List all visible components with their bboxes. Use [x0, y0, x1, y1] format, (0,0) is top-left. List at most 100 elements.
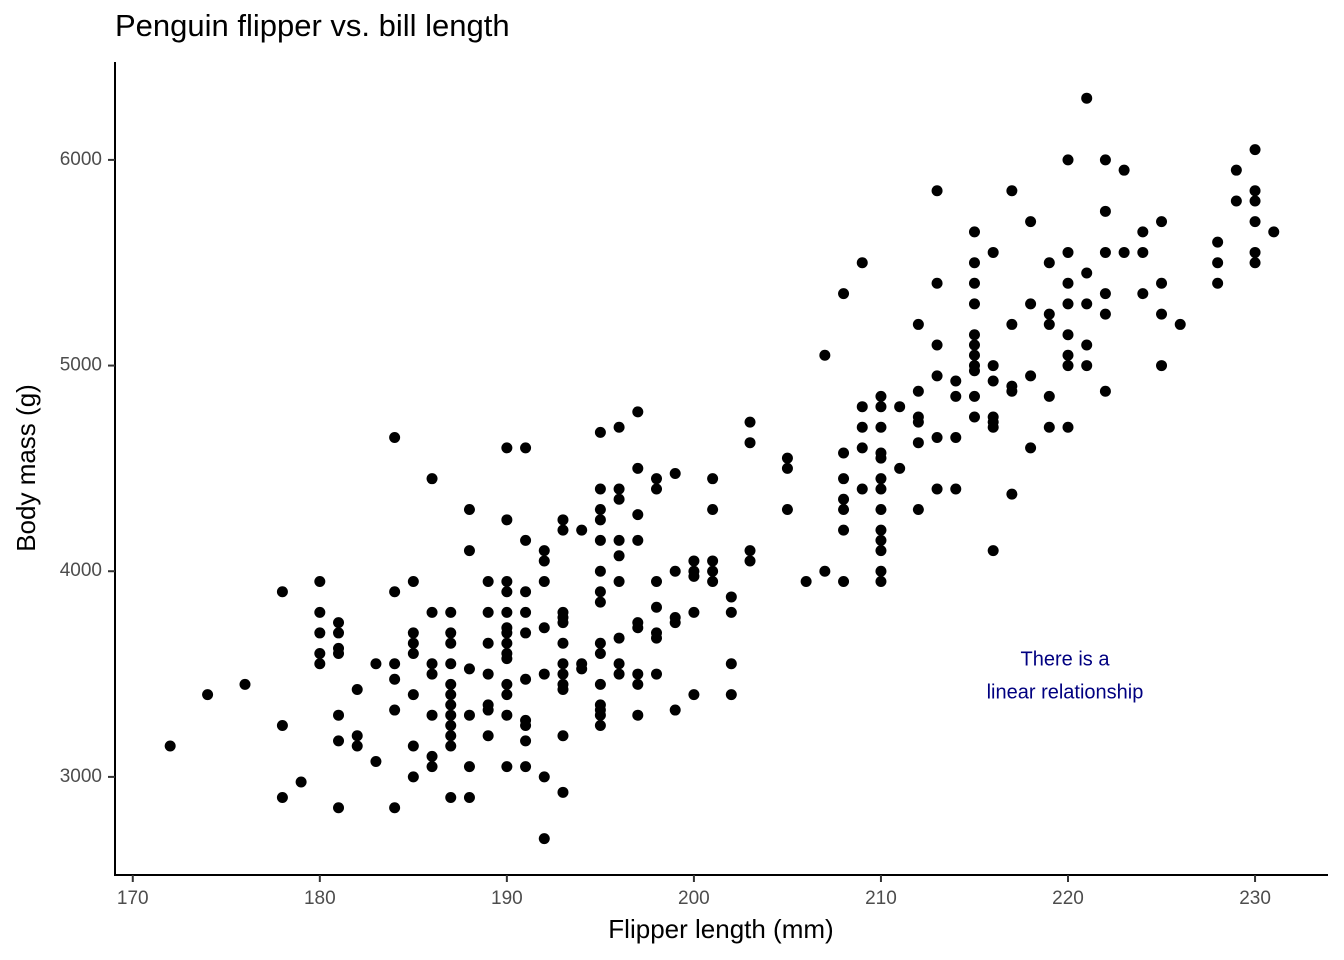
point — [912, 416, 924, 428]
point — [520, 719, 532, 731]
point — [1268, 226, 1280, 238]
point — [968, 390, 980, 402]
point — [520, 627, 532, 639]
point — [538, 622, 550, 634]
point — [445, 689, 457, 701]
point — [651, 483, 663, 495]
point — [781, 504, 793, 516]
point — [613, 658, 625, 670]
point — [463, 761, 475, 773]
point — [1212, 257, 1224, 269]
point — [482, 668, 494, 680]
point — [632, 668, 644, 680]
point — [1043, 257, 1055, 269]
point — [968, 411, 980, 423]
point — [1081, 298, 1093, 310]
point — [707, 473, 719, 485]
point — [1006, 318, 1018, 330]
point — [276, 791, 288, 803]
point — [1249, 185, 1261, 197]
point — [931, 277, 943, 289]
x-tick-label: 200 — [678, 888, 710, 909]
point — [295, 776, 307, 788]
point — [725, 591, 737, 603]
point — [445, 699, 457, 711]
point — [800, 576, 812, 588]
point — [407, 647, 419, 659]
point — [426, 709, 438, 721]
point — [875, 504, 887, 516]
point — [1062, 246, 1074, 258]
point — [875, 576, 887, 588]
point — [838, 447, 850, 459]
point — [875, 534, 887, 546]
point — [389, 802, 401, 814]
point — [594, 565, 606, 577]
point — [445, 791, 457, 803]
point — [351, 683, 363, 695]
point — [894, 401, 906, 413]
point — [987, 246, 999, 258]
point — [931, 185, 943, 197]
point — [333, 802, 345, 814]
point — [333, 617, 345, 629]
point — [370, 658, 382, 670]
point — [594, 534, 606, 546]
point — [389, 704, 401, 716]
point — [276, 586, 288, 598]
point — [968, 277, 980, 289]
point — [333, 627, 345, 639]
x-tick-label: 190 — [491, 888, 523, 909]
point — [968, 226, 980, 238]
point — [819, 565, 831, 577]
point — [463, 504, 475, 516]
point — [426, 750, 438, 762]
point — [501, 678, 513, 690]
point — [1043, 421, 1055, 433]
point — [875, 401, 887, 413]
point — [520, 586, 532, 598]
point — [594, 637, 606, 649]
point — [520, 534, 532, 546]
point — [594, 483, 606, 495]
point — [632, 534, 644, 546]
point — [426, 658, 438, 670]
point — [744, 545, 756, 557]
x-tick-label: 180 — [304, 888, 336, 909]
point — [1062, 154, 1074, 166]
point — [613, 493, 625, 505]
point — [1156, 216, 1168, 228]
point — [875, 473, 887, 485]
point — [557, 786, 569, 798]
point — [520, 761, 532, 773]
point — [557, 514, 569, 526]
point — [875, 421, 887, 433]
point — [856, 483, 868, 495]
point — [594, 647, 606, 659]
point — [651, 632, 663, 644]
point — [669, 468, 681, 480]
point — [239, 678, 251, 690]
point — [314, 658, 326, 670]
point — [445, 606, 457, 618]
point — [463, 791, 475, 803]
point — [613, 550, 625, 562]
point — [968, 339, 980, 351]
point — [1006, 385, 1018, 397]
point — [744, 416, 756, 428]
point — [725, 606, 737, 618]
point — [1212, 236, 1224, 248]
point — [1099, 385, 1111, 397]
point — [1025, 298, 1037, 310]
point — [968, 349, 980, 361]
point — [856, 401, 868, 413]
x-tick-label: 220 — [1052, 888, 1084, 909]
x-tick-label: 230 — [1239, 888, 1271, 909]
point — [314, 627, 326, 639]
point — [389, 673, 401, 685]
point — [707, 565, 719, 577]
point — [669, 704, 681, 716]
point — [501, 627, 513, 639]
point — [931, 483, 943, 495]
point — [987, 545, 999, 557]
